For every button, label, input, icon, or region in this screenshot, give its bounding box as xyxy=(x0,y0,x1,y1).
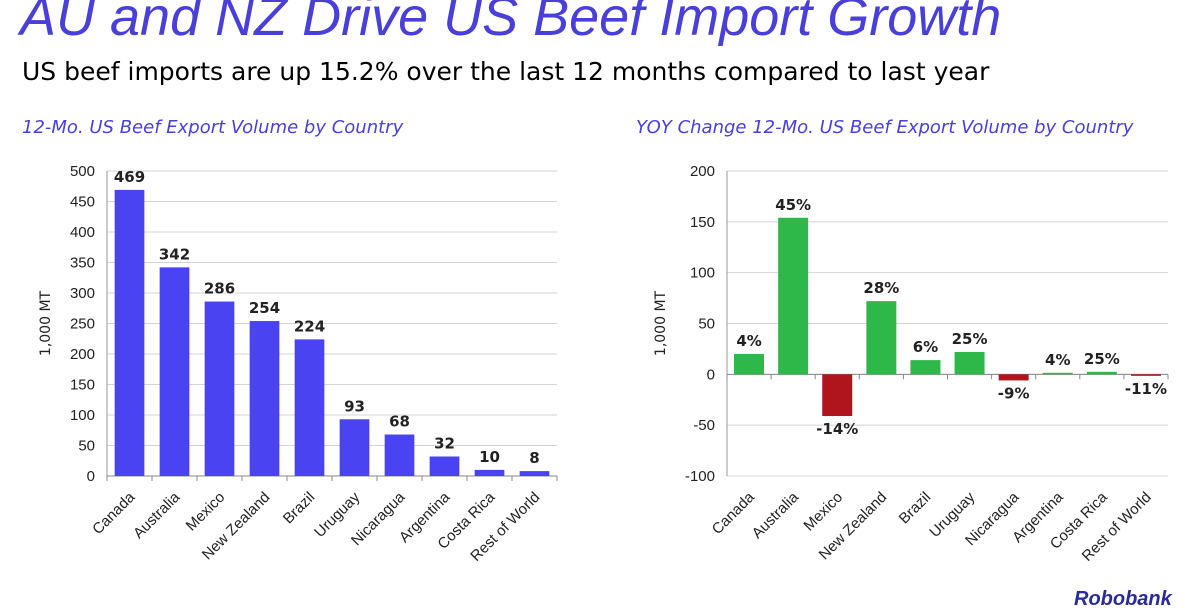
yoy-bar xyxy=(954,351,985,375)
volume-data-label: 32 xyxy=(434,434,455,452)
yoy-category-label: Brazil xyxy=(896,489,935,528)
yoy-y-axis-label: 1,000 MT xyxy=(653,290,669,356)
yoy-y-tick-label: 150 xyxy=(690,214,715,231)
yoy-y-tick-label: 100 xyxy=(690,265,715,282)
yoy-data-label: -14% xyxy=(816,420,858,438)
volume-y-tick-label: 50 xyxy=(78,438,95,455)
yoy-data-label: 25% xyxy=(1084,350,1120,368)
volume-y-tick-label: 150 xyxy=(70,377,95,394)
page-title: AU and NZ Drive US Beef Import Growth xyxy=(20,0,1002,47)
page-subtitle: US beef imports are up 15.2% over the la… xyxy=(22,57,990,86)
yoy-bar xyxy=(1130,374,1161,376)
yoy-bar xyxy=(998,374,1029,381)
volume-y-tick-label: 350 xyxy=(70,255,95,272)
yoy-y-tick-label: -50 xyxy=(693,417,715,434)
volume-y-tick-label: 300 xyxy=(70,285,95,302)
volume-y-tick-label: 400 xyxy=(70,224,95,241)
yoy-chart-title: YOY Change 12-Mo. US Beef Export Volume … xyxy=(636,117,1134,138)
volume-bar xyxy=(249,321,280,476)
volume-y-tick-label: 200 xyxy=(70,346,95,363)
volume-bar xyxy=(294,339,325,476)
volume-bar xyxy=(519,471,550,476)
yoy-y-tick-label: -100 xyxy=(685,468,715,485)
volume-bar xyxy=(204,301,235,476)
volume-data-label: 10 xyxy=(479,448,500,466)
volume-y-tick-label: 450 xyxy=(70,194,95,211)
yoy-bar xyxy=(910,360,941,375)
company-logo: Robobank xyxy=(1074,588,1172,610)
volume-data-label: 254 xyxy=(249,299,280,317)
yoy-data-label: 28% xyxy=(863,279,899,297)
yoy-data-label: 45% xyxy=(775,196,811,214)
yoy-y-tick-label: 0 xyxy=(707,366,715,383)
volume-data-label: 8 xyxy=(529,449,539,467)
yoy-data-label: 6% xyxy=(913,338,938,356)
volume-y-axis-label: 1,000 MT xyxy=(38,290,54,356)
volume-y-tick-label: 500 xyxy=(70,163,95,180)
yoy-bar xyxy=(778,217,809,375)
yoy-bar xyxy=(734,354,765,375)
volume-chart-title: 12-Mo. US Beef Export Volume by Country xyxy=(22,117,404,138)
yoy-y-tick-label: 50 xyxy=(698,316,715,333)
volume-y-tick-label: 250 xyxy=(70,316,95,333)
volume-bar xyxy=(384,434,415,476)
volume-data-label: 68 xyxy=(389,413,410,431)
volume-y-tick-label: 0 xyxy=(87,468,95,485)
yoy-data-label: 25% xyxy=(952,330,988,348)
volume-data-label: 286 xyxy=(204,280,235,298)
yoy-bar xyxy=(822,374,853,417)
yoy-data-label: 4% xyxy=(1045,351,1070,369)
volume-bar xyxy=(159,267,190,476)
volume-bar xyxy=(429,456,460,476)
yoy-y-tick-label: 200 xyxy=(690,163,715,180)
volume-bar-chart: 0 50 100 150 200 250 300 350 400 450 500 1,000 MT 46… xyxy=(38,163,558,565)
volume-bar xyxy=(474,469,505,476)
volume-data-label: 469 xyxy=(114,168,145,186)
yoy-data-label: 4% xyxy=(736,332,761,350)
yoy-data-label: -9% xyxy=(998,384,1030,402)
volume-y-tick-label: 100 xyxy=(70,407,95,424)
volume-bar xyxy=(114,189,145,476)
yoy-bar xyxy=(1086,371,1117,375)
volume-data-label: 93 xyxy=(344,397,365,415)
yoy-bar xyxy=(1042,372,1073,375)
volume-data-label: 342 xyxy=(159,245,190,263)
yoy-category-label: Australia xyxy=(749,488,803,542)
yoy-data-label: -11% xyxy=(1125,380,1167,398)
volume-bar xyxy=(339,419,370,476)
yoy-bar xyxy=(866,301,897,375)
volume-data-label: 224 xyxy=(294,317,325,335)
